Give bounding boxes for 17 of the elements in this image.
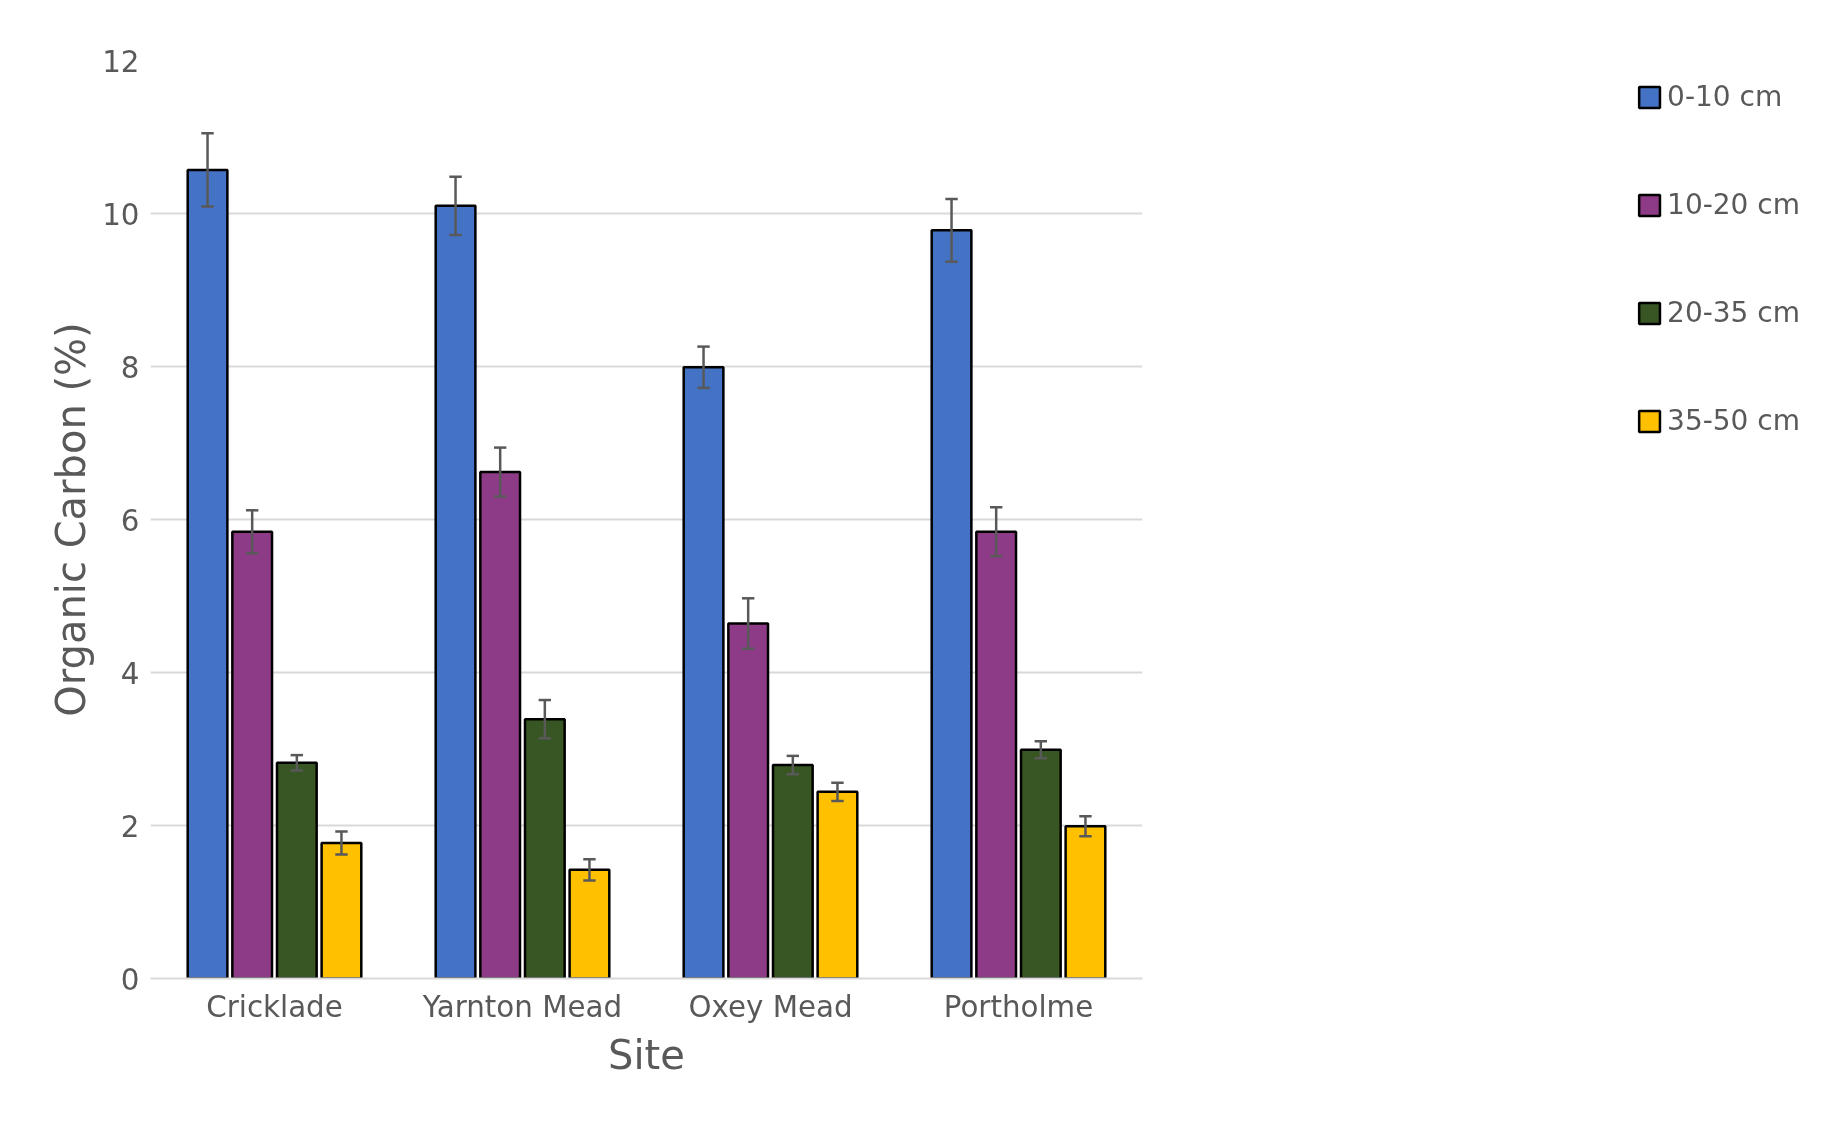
legend-label: 35-50 cm — [1667, 404, 1800, 437]
y-tick-label: 2 — [120, 809, 140, 844]
x-tick-label: Cricklade — [206, 989, 343, 1024]
y-tick-label: 6 — [120, 503, 140, 538]
y-tick-label: 10 — [102, 197, 140, 232]
legend-label: 0-10 cm — [1667, 80, 1783, 113]
y-axis-title: Organic Carbon (%) — [48, 322, 95, 717]
y-tick-label: 0 — [120, 962, 140, 997]
x-tick-label: Yarnton Mead — [421, 989, 623, 1024]
y-tick-label: 4 — [120, 656, 140, 691]
y-tick-label: 8 — [120, 350, 140, 385]
x-tick-label: Oxey Mead — [688, 989, 853, 1024]
legend-label: 20-35 cm — [1667, 296, 1800, 329]
legend-label: 10-20 cm — [1667, 188, 1800, 221]
x-tick-label: Portholme — [943, 989, 1094, 1024]
y-tick-label: 12 — [102, 44, 140, 79]
x-axis-title: Site — [608, 1031, 685, 1078]
